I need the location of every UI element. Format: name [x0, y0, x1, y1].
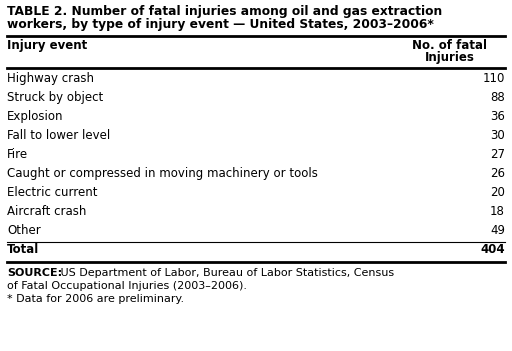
Text: 18: 18: [490, 205, 505, 218]
Text: 49: 49: [490, 224, 505, 237]
Text: Total: Total: [7, 243, 39, 256]
Text: * Data for 2006 are preliminary.: * Data for 2006 are preliminary.: [7, 294, 184, 304]
Text: Fire: Fire: [7, 148, 28, 161]
Text: Struck by object: Struck by object: [7, 91, 103, 104]
Text: SOURCE:: SOURCE:: [7, 268, 62, 278]
Text: Aircraft crash: Aircraft crash: [7, 205, 87, 218]
Text: Injuries: Injuries: [425, 51, 475, 64]
Text: 26: 26: [490, 167, 505, 180]
Text: 27: 27: [490, 148, 505, 161]
Text: 30: 30: [490, 129, 505, 142]
Text: Explosion: Explosion: [7, 110, 63, 123]
Text: 404: 404: [480, 243, 505, 256]
Text: Caught or compressed in moving machinery or tools: Caught or compressed in moving machinery…: [7, 167, 318, 180]
Text: 88: 88: [490, 91, 505, 104]
Text: 36: 36: [490, 110, 505, 123]
Text: TABLE 2. Number of fatal injuries among oil and gas extraction: TABLE 2. Number of fatal injuries among …: [7, 5, 442, 18]
Text: workers, by type of injury event — United States, 2003–2006*: workers, by type of injury event — Unite…: [7, 18, 434, 31]
Text: 20: 20: [490, 186, 505, 199]
Text: US Department of Labor, Bureau of Labor Statistics, Census: US Department of Labor, Bureau of Labor …: [57, 268, 394, 278]
Text: Fall to lower level: Fall to lower level: [7, 129, 110, 142]
Text: No. of fatal: No. of fatal: [413, 39, 487, 52]
Text: 110: 110: [483, 72, 505, 85]
Text: of Fatal Occupational Injuries (2003–2006).: of Fatal Occupational Injuries (2003–200…: [7, 281, 247, 291]
Text: Highway crash: Highway crash: [7, 72, 94, 85]
Text: Other: Other: [7, 224, 41, 237]
Text: Electric current: Electric current: [7, 186, 97, 199]
Text: Injury event: Injury event: [7, 39, 87, 52]
